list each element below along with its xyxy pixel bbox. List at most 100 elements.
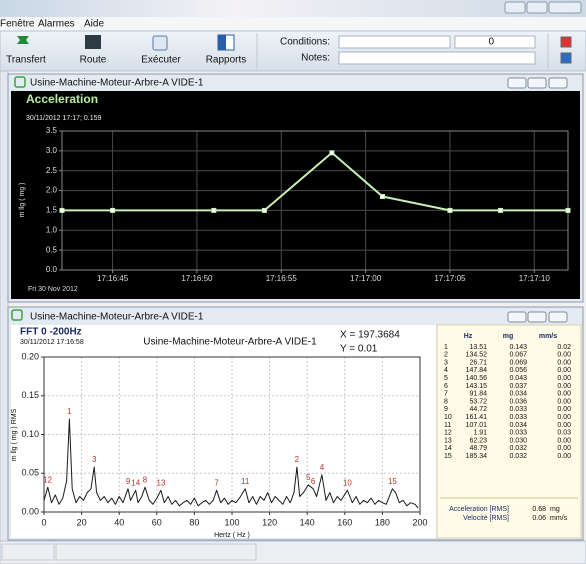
data-point — [110, 207, 116, 213]
x-tick-label: 40 — [114, 517, 124, 527]
chart-subtitle: 30/11/2012 17:17; 0.159 — [26, 115, 101, 122]
toolbar-button[interactable]: Route — [80, 35, 107, 66]
route-icon — [85, 35, 101, 49]
data-point — [565, 207, 571, 213]
peak-label: 2 — [295, 455, 300, 464]
close-icon[interactable] — [560, 36, 572, 48]
table-cell: 0.037 — [509, 383, 527, 390]
table-cell: 12 — [444, 430, 452, 437]
window-button[interactable] — [527, 311, 547, 323]
x-tick-label: 120 — [262, 517, 277, 527]
table-cell: 0.069 — [509, 359, 527, 366]
x-tick-label: 0 — [41, 517, 46, 527]
menu-item[interactable]: Aide — [84, 19, 104, 30]
x-tick-label: 17:17:05 — [434, 274, 466, 283]
peak-label: 5 — [306, 473, 311, 482]
chart-title: Acceleration — [26, 92, 98, 106]
table-cell: 0.03 — [557, 430, 571, 437]
menu-item[interactable]: Fenêtre — [0, 19, 35, 30]
peak-label: 12 — [43, 475, 52, 484]
table-cell: 11 — [444, 422, 451, 429]
chart-subtitle: 30/11/2012 17:16:58 — [20, 339, 84, 346]
chart-area — [11, 91, 580, 299]
table-cell: 2 — [444, 352, 448, 359]
toolbar-button[interactable]: Rapports — [206, 34, 247, 66]
y-axis-label: m llg ( mg ) RMS — [11, 408, 18, 461]
y-tick-label: 0.0 — [46, 265, 58, 274]
toolbar-button[interactable]: Exécuter — [141, 35, 181, 66]
table-cell: 7 — [444, 391, 448, 398]
window-icon — [14, 76, 26, 88]
window-button[interactable] — [507, 311, 527, 323]
window-button[interactable] — [527, 77, 547, 89]
table-cell: 0.00 — [557, 375, 571, 382]
maximize-button[interactable] — [526, 1, 548, 14]
table-cell: 0.00 — [557, 383, 571, 390]
total-label: Acceleration [RMS] — [449, 506, 509, 513]
table-cell: 9 — [444, 406, 448, 413]
window-button[interactable] — [507, 77, 527, 89]
toolbar-button[interactable]: Transfert — [6, 36, 46, 66]
status-bar — [0, 540, 586, 564]
menu-item[interactable]: Alarmes — [38, 19, 75, 30]
data-point — [329, 150, 335, 156]
report-icon-band — [218, 35, 226, 50]
table-cell: 10 — [444, 414, 452, 421]
table-cell: 6 — [444, 383, 448, 390]
table-cell: 0.032 — [509, 445, 527, 452]
data-point — [211, 207, 217, 213]
x-tick-label: 17:16:50 — [181, 274, 213, 283]
minimize-button[interactable] — [504, 1, 526, 14]
peak-label: 7 — [214, 478, 219, 487]
table-cell: 48.79 — [469, 445, 487, 452]
table-cell: 0.00 — [557, 414, 571, 421]
button-label: Transfert — [6, 55, 46, 66]
field-label: Notes: — [301, 53, 330, 64]
table-cell: 4 — [444, 367, 448, 374]
x-tick-label: 17:17:00 — [350, 274, 382, 283]
table-cell: 0.00 — [557, 367, 571, 374]
window-button[interactable] — [548, 311, 568, 323]
x-tick-label: 60 — [152, 517, 162, 527]
table-cell: 91.84 — [469, 391, 487, 398]
title-frame — [0, 0, 586, 17]
y-tick-label: 0.05 — [21, 468, 39, 478]
plot-frame — [43, 356, 421, 513]
table-cell: 8 — [444, 398, 448, 405]
conditions-input[interactable] — [338, 35, 451, 49]
window-button[interactable] — [548, 77, 568, 89]
y-tick-label: 0.15 — [21, 390, 39, 400]
chart-heading: Usine-Machine-Moteur-Arbre-A VIDE-1 — [143, 337, 317, 348]
menu-bar — [0, 17, 586, 31]
table-cell: 44.72 — [469, 406, 487, 413]
peak-label: 15 — [388, 477, 397, 486]
total-unit: mg — [550, 506, 560, 513]
table-cell: 26.71 — [469, 359, 487, 366]
table-cell: 0.00 — [557, 422, 571, 429]
layout-icon[interactable] — [560, 52, 572, 64]
table-cell: 0.00 — [557, 453, 571, 460]
table-cell: 134.52 — [466, 352, 488, 359]
peak-label: 3 — [92, 455, 97, 464]
close-button[interactable] — [548, 1, 582, 14]
peak-label: 10 — [343, 478, 352, 487]
table-cell: 0.033 — [509, 406, 527, 413]
table-cell: 3 — [444, 359, 448, 366]
conditions-count[interactable] — [454, 35, 536, 49]
total-label: Velocité [RMS] — [463, 515, 509, 522]
x-tick-label: 200 — [412, 517, 427, 527]
cursor-y: Y = 0.01 — [340, 344, 378, 355]
peak-label: 1 — [67, 407, 72, 416]
y-tick-label: 0.10 — [21, 429, 39, 439]
table-cell: 0.036 — [509, 398, 527, 405]
table-cell: 0.00 — [557, 437, 571, 444]
notes-input[interactable] — [338, 51, 536, 65]
x-axis-label: Hertz ( Hz ) — [214, 532, 250, 539]
x-axis-label: Fri 30 Nov 2012 — [28, 286, 78, 293]
table-cell: 0.143 — [509, 344, 527, 351]
x-tick-label: 20 — [77, 517, 87, 527]
window-title: Usine-Machine-Moteur-Arbre-A VIDE-1 — [30, 78, 204, 89]
window-title: Usine-Machine-Moteur-Arbre-A VIDE-1 — [30, 312, 204, 323]
x-tick-label: 80 — [189, 517, 199, 527]
